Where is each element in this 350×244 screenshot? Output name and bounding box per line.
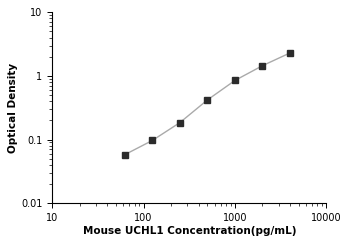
X-axis label: Mouse UCHL1 Concentration(pg/mL): Mouse UCHL1 Concentration(pg/mL) — [83, 226, 296, 236]
Y-axis label: Optical Density: Optical Density — [8, 63, 18, 153]
